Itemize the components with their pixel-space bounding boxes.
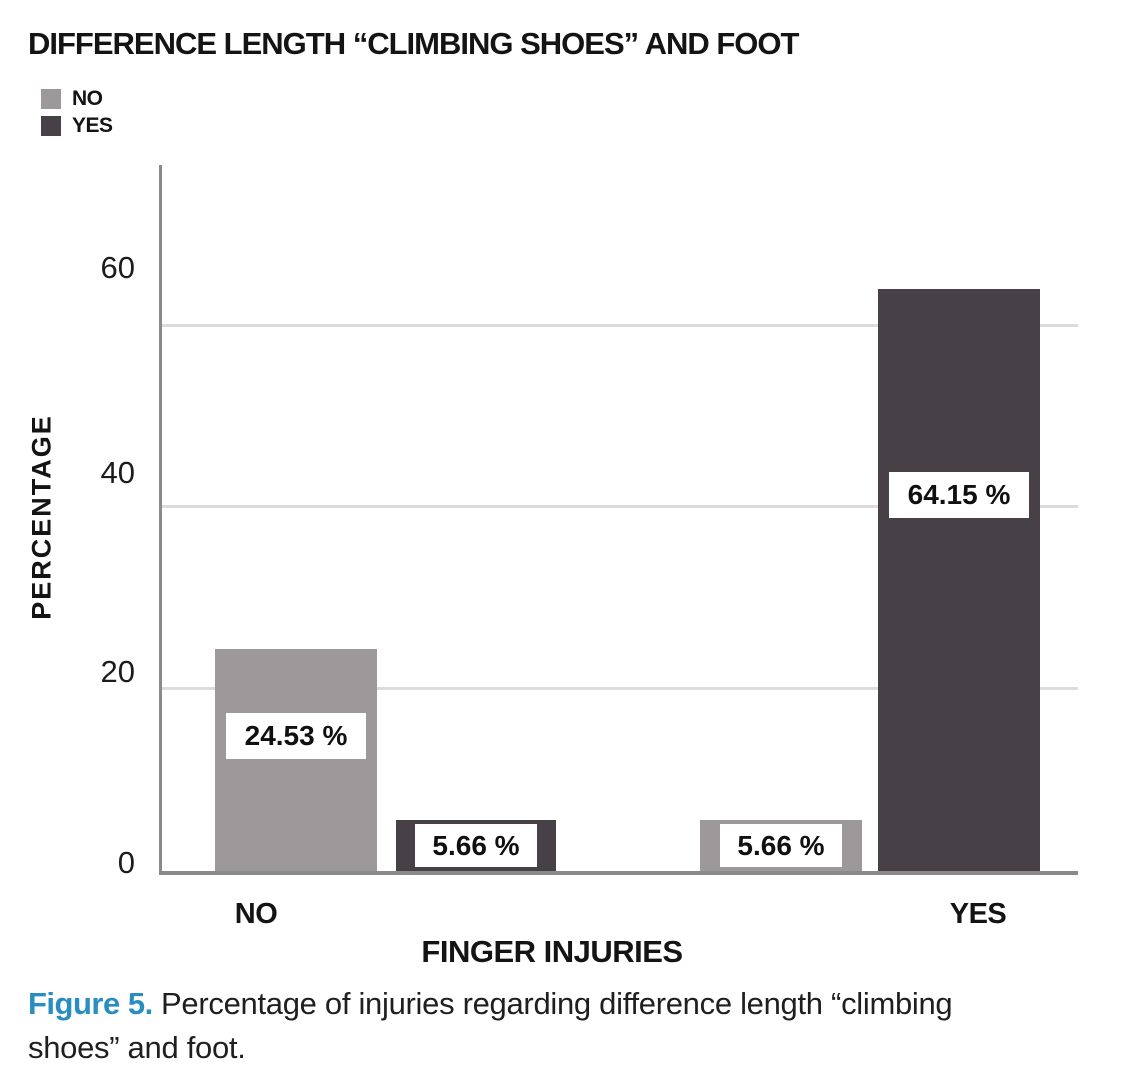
bar-no-yes: 5.66 % <box>396 820 556 871</box>
figure-caption-number: Figure 5. <box>28 986 153 1021</box>
plot-area: 24.53 % 5.66 % 5.66 % 64.15 % <box>159 165 1078 875</box>
chart-title: DIFFERENCE LENGTH “CLIMBING SHOES” AND F… <box>28 26 799 61</box>
bar-yes-no-value-label: 5.66 % <box>720 824 842 867</box>
x-axis-title: FINGER INJURIES <box>421 934 683 969</box>
y-tick-60: 60 <box>100 250 135 285</box>
legend-label-yes: YES <box>72 114 113 137</box>
legend-label-no: NO <box>72 87 103 110</box>
bar-no-no: 24.53 % <box>215 649 377 871</box>
gridline-60 <box>162 323 1078 327</box>
y-axis-title: PERCENTAGE <box>26 414 57 620</box>
gridline-20 <box>162 686 1078 690</box>
figure-caption-text-line1: Percentage of injuries regarding differe… <box>161 986 953 1021</box>
gridline-40 <box>162 505 1078 509</box>
figure-caption: Figure 5. Percentage of injuries regardi… <box>28 982 1106 1070</box>
figure-caption-text-line2: shoes” and foot. <box>28 1030 246 1065</box>
legend-item-no: NO <box>41 88 113 109</box>
bar-no-no-value-label: 24.53 % <box>226 713 366 759</box>
bar-no-yes-value-label: 5.66 % <box>415 824 537 867</box>
y-tick-0: 0 <box>117 845 135 880</box>
bar-yes-yes-value-label: 64.15 % <box>889 472 1029 518</box>
legend-item-yes: YES <box>41 115 113 136</box>
legend-swatch-no-icon <box>41 88 61 109</box>
bar-yes-no: 5.66 % <box>700 820 862 871</box>
x-tick-yes: YES <box>949 898 1007 930</box>
bar-yes-yes: 64.15 % <box>878 289 1040 871</box>
legend-swatch-yes-icon <box>41 115 61 136</box>
y-tick-40: 40 <box>100 455 135 490</box>
y-tick-20: 20 <box>100 654 135 689</box>
x-tick-no: NO <box>234 898 278 930</box>
legend: NO YES <box>41 88 113 142</box>
